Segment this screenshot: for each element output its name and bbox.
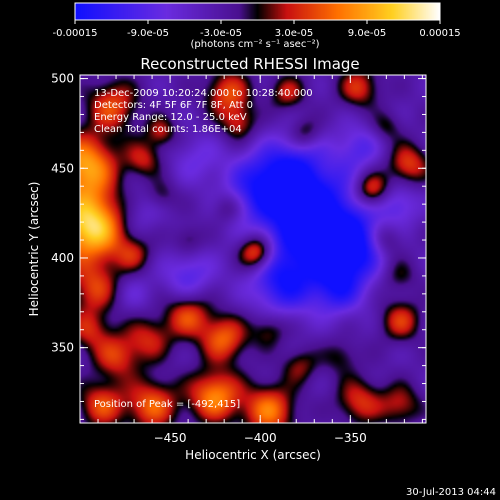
- axis-ticks: −450 −400 −350 350 400 450 500: [51, 72, 426, 445]
- colorbar-tick-label: -0.00015: [53, 28, 98, 39]
- x-tick-label: −400: [244, 431, 277, 445]
- colorbar-units: (photons cm⁻² s⁻¹ asec⁻²): [190, 39, 319, 50]
- x-axis-label: Heliocentric X (arcsec): [185, 448, 321, 462]
- annotation-counts: Clean Total counts: 1.86E+04: [94, 124, 242, 135]
- plot-frame: [79, 74, 427, 424]
- y-tick-label: 400: [51, 251, 74, 265]
- annotation-detectors: Detectors: 4F 5F 6F 7F 8F, Att 0: [94, 100, 253, 111]
- y-tick-label: 500: [51, 72, 74, 86]
- y-axis-label: Heliocentric Y (arcsec): [27, 182, 41, 317]
- heatmap-image: [80, 75, 426, 423]
- colorbar-frame: [74, 2, 441, 21]
- colorbar-tick-label: 3.0e-05: [275, 28, 313, 39]
- colorbar-tick-label: 0.00015: [419, 28, 460, 39]
- chart-title: Reconstructed RHESSI Image: [140, 55, 359, 73]
- annotation-peak: Position of Peak = [-492,415]: [94, 399, 240, 410]
- colorbar-gradient: [75, 3, 440, 20]
- colorbar-tick-label: -3.0e-05: [200, 28, 242, 39]
- y-tick-label: 350: [51, 341, 74, 355]
- colorbar-tick-label: 9.0e-05: [348, 28, 386, 39]
- x-tick-label: −350: [334, 431, 367, 445]
- annotation-energy: Energy Range: 12.0 - 25.0 keV: [94, 112, 247, 123]
- colorbar-tick-label: -9.0e-05: [127, 28, 169, 39]
- x-tick-label: −450: [154, 431, 187, 445]
- annotations: 13-Dec-2009 10:20:24.000 to 10:28:40.000…: [94, 88, 313, 410]
- footer-timestamp: 30-Jul-2013 04:44: [406, 487, 496, 498]
- y-tick-label: 450: [51, 161, 74, 175]
- colorbar: -0.00015 -9.0e-05 -3.0e-05 3.0e-05 9.0e-05 0.…: [53, 2, 461, 50]
- annotation-time: 13-Dec-2009 10:20:24.000 to 10:28:40.000: [94, 88, 313, 99]
- colorbar-ticks: -0.00015 -9.0e-05 -3.0e-05 3.0e-05 9.0e-05 0.…: [53, 20, 461, 39]
